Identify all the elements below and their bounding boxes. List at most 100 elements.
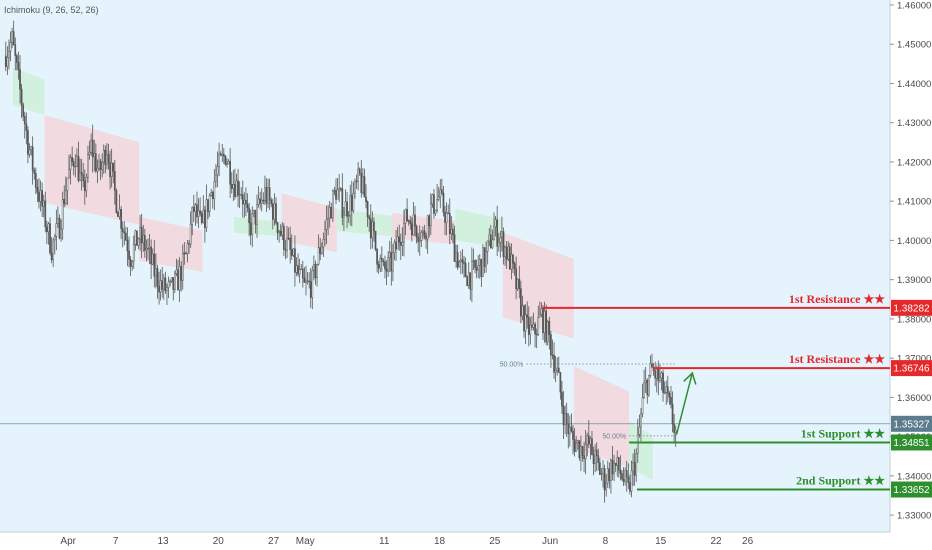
candle-body (150, 246, 153, 265)
candle-body (30, 146, 32, 151)
candle-body (317, 247, 320, 265)
candle-body (14, 44, 17, 56)
candle-body (407, 220, 410, 222)
candle-body (357, 168, 359, 182)
candle-body (142, 235, 145, 244)
candle-body (643, 382, 645, 399)
candle-body (23, 116, 26, 125)
candle-body (610, 460, 612, 481)
support-resistance-levels: 1st Resistance ★★ 1st Resistance ★★ 1st Su… (542, 292, 890, 491)
candle-body (537, 317, 540, 335)
candle-body (599, 462, 601, 475)
candle-body (129, 259, 132, 267)
candle-body (224, 155, 227, 165)
current-price-text: 1.35327 (893, 419, 930, 430)
candle-body (583, 455, 585, 460)
candle-body (175, 269, 178, 274)
candle-body (324, 229, 326, 240)
candle-body (426, 215, 429, 240)
candle-body (328, 207, 331, 219)
level-price-text: 1.38282 (893, 303, 930, 314)
candle-body (636, 434, 639, 454)
level-price-badge (891, 360, 932, 377)
candle-body (128, 250, 130, 260)
candle-body (499, 237, 502, 243)
candle-body (657, 368, 660, 381)
candle-body (245, 199, 247, 205)
candle-body (151, 253, 154, 265)
candle-body (502, 231, 505, 257)
candle-body (567, 423, 570, 434)
candle-body (69, 156, 72, 170)
candle-body (569, 426, 571, 434)
candle-body (463, 261, 465, 264)
time-tick-label: 15 (655, 536, 667, 547)
candle-body (257, 198, 260, 205)
candle-body (368, 216, 371, 219)
candle-body (441, 189, 443, 194)
candle-body (434, 209, 437, 214)
candle-body (409, 220, 412, 224)
candle-body (262, 199, 265, 202)
candle-body (540, 308, 543, 315)
candle-body (431, 194, 434, 205)
candle-body (614, 462, 617, 466)
candle-body (466, 276, 468, 286)
candle-body (586, 435, 589, 446)
candle-body (159, 280, 162, 293)
candle-body (309, 281, 312, 298)
candle-body (139, 226, 141, 240)
candle-body (112, 162, 115, 172)
candle-body (545, 310, 547, 343)
candle-body (557, 367, 560, 373)
candle-body (44, 200, 47, 228)
candle-body (34, 173, 37, 188)
price-axis-ticks: 1.46000 1.45000 1.44000 1.43000 1.42000 1.410… (890, 0, 931, 522)
level-price-text: 1.36746 (893, 364, 930, 375)
candle-body (158, 285, 160, 293)
candle-body (325, 219, 328, 230)
price-tick-label: 1.40000 (897, 236, 931, 247)
candle-body (76, 155, 78, 167)
candle-body (4, 55, 7, 67)
candle-body (85, 177, 88, 192)
price-tick-label: 1.36000 (897, 393, 931, 404)
candle-body (515, 268, 517, 290)
candle-body (358, 168, 361, 174)
candle-body (306, 280, 309, 283)
candle-body (186, 243, 189, 254)
price-tick-label: 1.45000 (897, 40, 931, 51)
candle-body (289, 237, 292, 250)
candle-body (354, 180, 356, 194)
time-tick-label: 20 (213, 536, 225, 547)
candle-body (279, 231, 282, 236)
candle-body (278, 231, 280, 233)
candle-body (341, 188, 344, 219)
candle-body (543, 310, 546, 334)
candle-body (268, 187, 271, 201)
candle-body (172, 277, 175, 290)
level-price-badge (891, 299, 932, 316)
candle-body (276, 222, 279, 233)
candle-body (106, 154, 108, 165)
candle-body (452, 228, 454, 235)
candle-body (494, 219, 497, 228)
candle-body (668, 393, 671, 398)
candle-body (591, 438, 593, 455)
candle-body (113, 171, 116, 191)
candle-body (123, 231, 126, 234)
cloud-segment (234, 216, 282, 237)
candle-body (177, 269, 179, 291)
candle-body (403, 223, 405, 243)
candle-body (53, 236, 56, 241)
candle-body (28, 149, 31, 155)
candle-body (82, 174, 85, 182)
candle-body (74, 166, 77, 168)
candle-body (662, 372, 664, 393)
candle-body (104, 149, 107, 165)
candle-body (548, 321, 551, 335)
candle-body (90, 139, 92, 153)
candle-body (240, 194, 243, 196)
candle-body (183, 252, 186, 255)
